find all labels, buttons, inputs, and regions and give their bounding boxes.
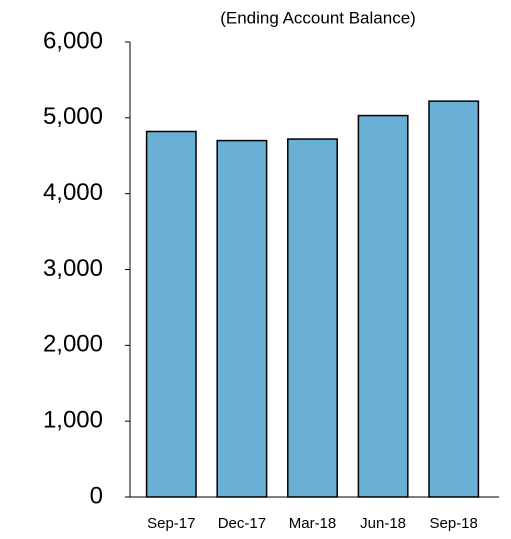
y-tick-label: 0 [90,482,103,509]
bar [357,114,409,498]
y-tick-label: 2,000 [43,331,103,358]
y-tick-label: 1,000 [43,407,103,434]
y-tick-label: 6,000 [43,27,103,54]
y-tick-label: 5,000 [43,103,103,130]
x-tick-label: Dec-17 [218,515,266,532]
x-tick-label: Sep-17 [147,515,195,532]
chart-title: (Ending Account Balance) [220,8,416,27]
bar [145,130,197,498]
bar [287,138,338,498]
y-tick-label: 3,000 [43,255,103,282]
x-tick-label: Jun-18 [360,515,406,532]
y-tick-label: 4,000 [43,179,103,206]
x-tick-label: Mar-18 [289,515,337,532]
x-tick-label: Sep-18 [430,515,478,532]
bar [216,139,268,498]
bar [428,100,480,498]
